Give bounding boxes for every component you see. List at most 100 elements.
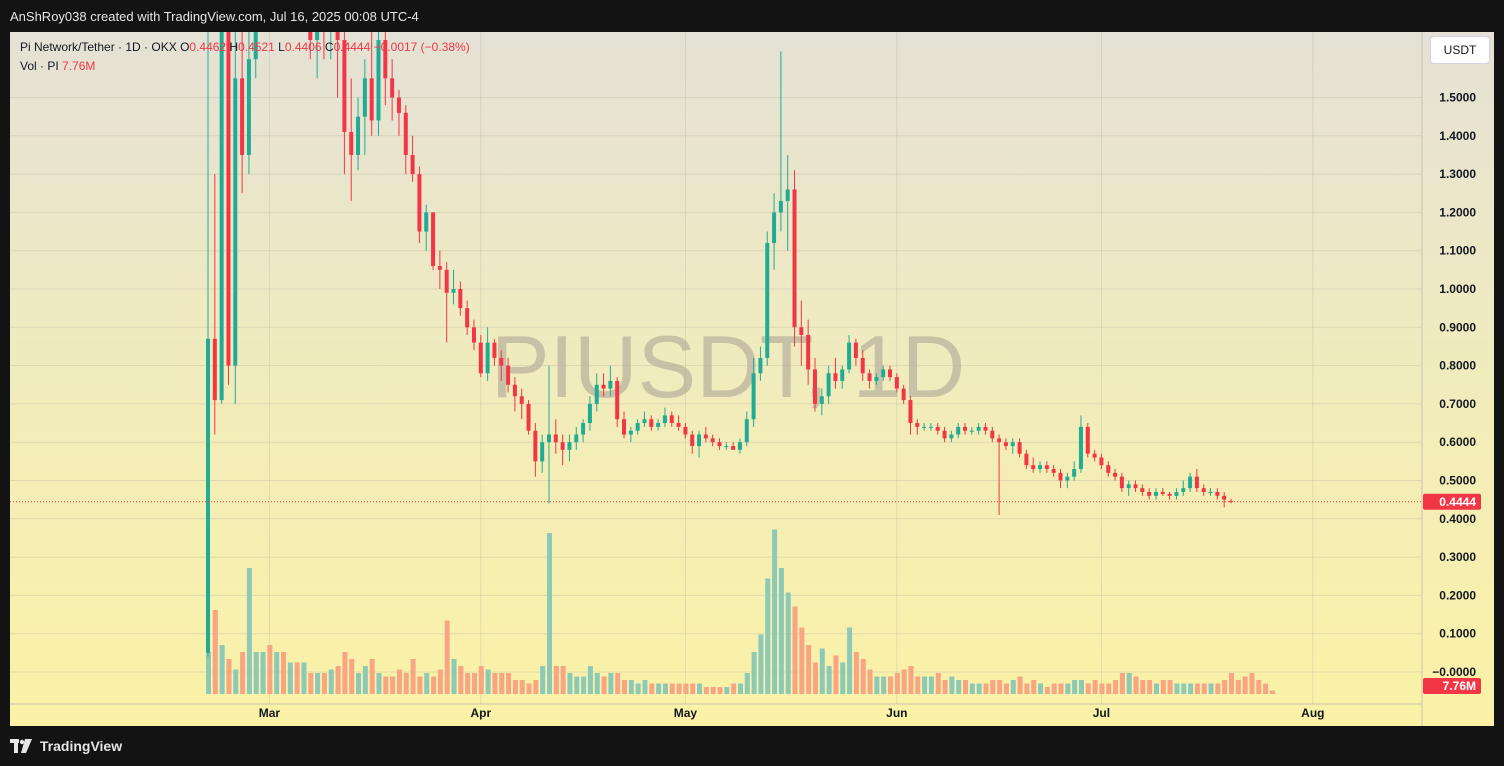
- legend-high-label: H: [229, 40, 239, 54]
- candle-body: [444, 269, 449, 293]
- price-axis-label: 1.0000: [1439, 282, 1476, 296]
- candle-body: [942, 430, 947, 439]
- volume-bar: [799, 627, 805, 694]
- candle-body: [478, 342, 483, 374]
- volume-bar: [458, 666, 464, 694]
- volume-bar: [628, 680, 634, 694]
- volume-bar: [601, 676, 607, 694]
- candle-body: [253, 32, 258, 60]
- candle: [376, 32, 381, 136]
- candle-body: [1065, 476, 1070, 481]
- volume-bar: [1044, 687, 1050, 694]
- candle: [506, 357, 511, 393]
- candle-body: [1051, 469, 1056, 473]
- candle-body: [847, 342, 852, 370]
- candle-body: [1003, 442, 1008, 447]
- chart-frame[interactable]: PIUSDT, 1D 1.5000 1.4000 1.3000 1.2000 1.100…: [10, 32, 1494, 726]
- candle-body: [1072, 469, 1077, 477]
- volume-bar: [308, 673, 314, 694]
- candle: [1003, 438, 1008, 450]
- tradingview-brand[interactable]: TradingView: [10, 738, 122, 754]
- candle-body: [990, 430, 995, 439]
- candle: [212, 174, 217, 435]
- candle: [1092, 449, 1097, 462]
- candle-body: [1058, 472, 1063, 481]
- time-axis[interactable]: Mar Apr May Jun Jul Aug: [259, 706, 1325, 720]
- candle-body: [1024, 453, 1029, 466]
- candle: [1160, 488, 1165, 496]
- candle: [533, 423, 538, 477]
- chart-canvas[interactable]: PIUSDT, 1D 1.5000 1.4000 1.3000 1.2000 1.100…: [10, 32, 1494, 726]
- candle: [396, 89, 401, 136]
- volume-bar: [553, 666, 559, 694]
- bottom-bar: [0, 726, 1504, 766]
- candle: [792, 170, 797, 347]
- volume-bar: [785, 592, 791, 694]
- volume-bar: [697, 683, 703, 694]
- candle: [676, 415, 681, 431]
- candle-body: [1174, 491, 1179, 496]
- candle: [935, 423, 940, 435]
- time-axis-label: Apr: [470, 706, 491, 720]
- candle-body: [437, 266, 442, 270]
- candles[interactable]: [206, 32, 1233, 657]
- volume-bar: [526, 683, 532, 694]
- tradingview-logo-icon: [10, 739, 32, 753]
- candle-body: [574, 434, 579, 443]
- candle-body: [833, 373, 838, 381]
- candle-body: [792, 189, 797, 328]
- candle-body: [922, 426, 927, 428]
- candle-body: [226, 32, 231, 366]
- volume-bar: [369, 659, 375, 694]
- candle: [587, 396, 592, 431]
- legend-open-label: O: [180, 40, 190, 54]
- volume-bar: [840, 662, 846, 694]
- candle-body: [772, 212, 777, 244]
- volume-bar: [1078, 680, 1084, 694]
- volume-bar: [1072, 680, 1078, 694]
- candle-body: [458, 289, 463, 309]
- volume-bar: [1208, 683, 1214, 694]
- candle-body: [540, 442, 545, 462]
- candle: [1181, 480, 1186, 496]
- candle: [1078, 415, 1083, 473]
- volume-bar: [997, 680, 1003, 694]
- candle-body: [1126, 484, 1131, 489]
- volume-bar: [512, 680, 518, 694]
- candle: [806, 319, 811, 385]
- volume-bar: [1092, 680, 1098, 694]
- candle-body: [765, 243, 770, 358]
- price-axis[interactable]: 1.5000 1.4000 1.3000 1.2000 1.1000 1.0000 0.90…: [1423, 91, 1481, 695]
- candle-body: [785, 189, 790, 201]
- volume-bar: [567, 673, 573, 694]
- candle: [206, 32, 210, 657]
- candle: [976, 423, 981, 435]
- candle-body: [587, 403, 592, 424]
- candle-body: [778, 200, 783, 213]
- candle-body: [499, 357, 504, 366]
- candle: [642, 411, 647, 427]
- volume-bar: [560, 666, 566, 694]
- volume-bar: [792, 606, 798, 694]
- volume-bar: [676, 683, 682, 694]
- candle-body: [410, 154, 415, 175]
- candle-body: [471, 327, 476, 343]
- candle-body: [1031, 465, 1036, 470]
- volume-bar: [492, 673, 498, 694]
- candle-body: [976, 426, 981, 431]
- volume-bar: [1106, 683, 1112, 694]
- legend-vol-value: 7.76M: [62, 59, 96, 73]
- candle: [246, 32, 251, 175]
- candle: [1167, 491, 1172, 500]
- candle: [724, 442, 729, 450]
- volume-bar: [1119, 673, 1125, 694]
- currency-unit-button[interactable]: USDT: [1430, 36, 1490, 64]
- volume-bar: [574, 676, 580, 694]
- candle: [697, 430, 702, 458]
- volume-bar: [1235, 680, 1241, 694]
- volume-bar: [540, 666, 546, 694]
- volume-bar: [1010, 680, 1016, 694]
- candle: [547, 365, 551, 504]
- volume-bar: [1017, 676, 1023, 694]
- volume-bar: [765, 578, 771, 694]
